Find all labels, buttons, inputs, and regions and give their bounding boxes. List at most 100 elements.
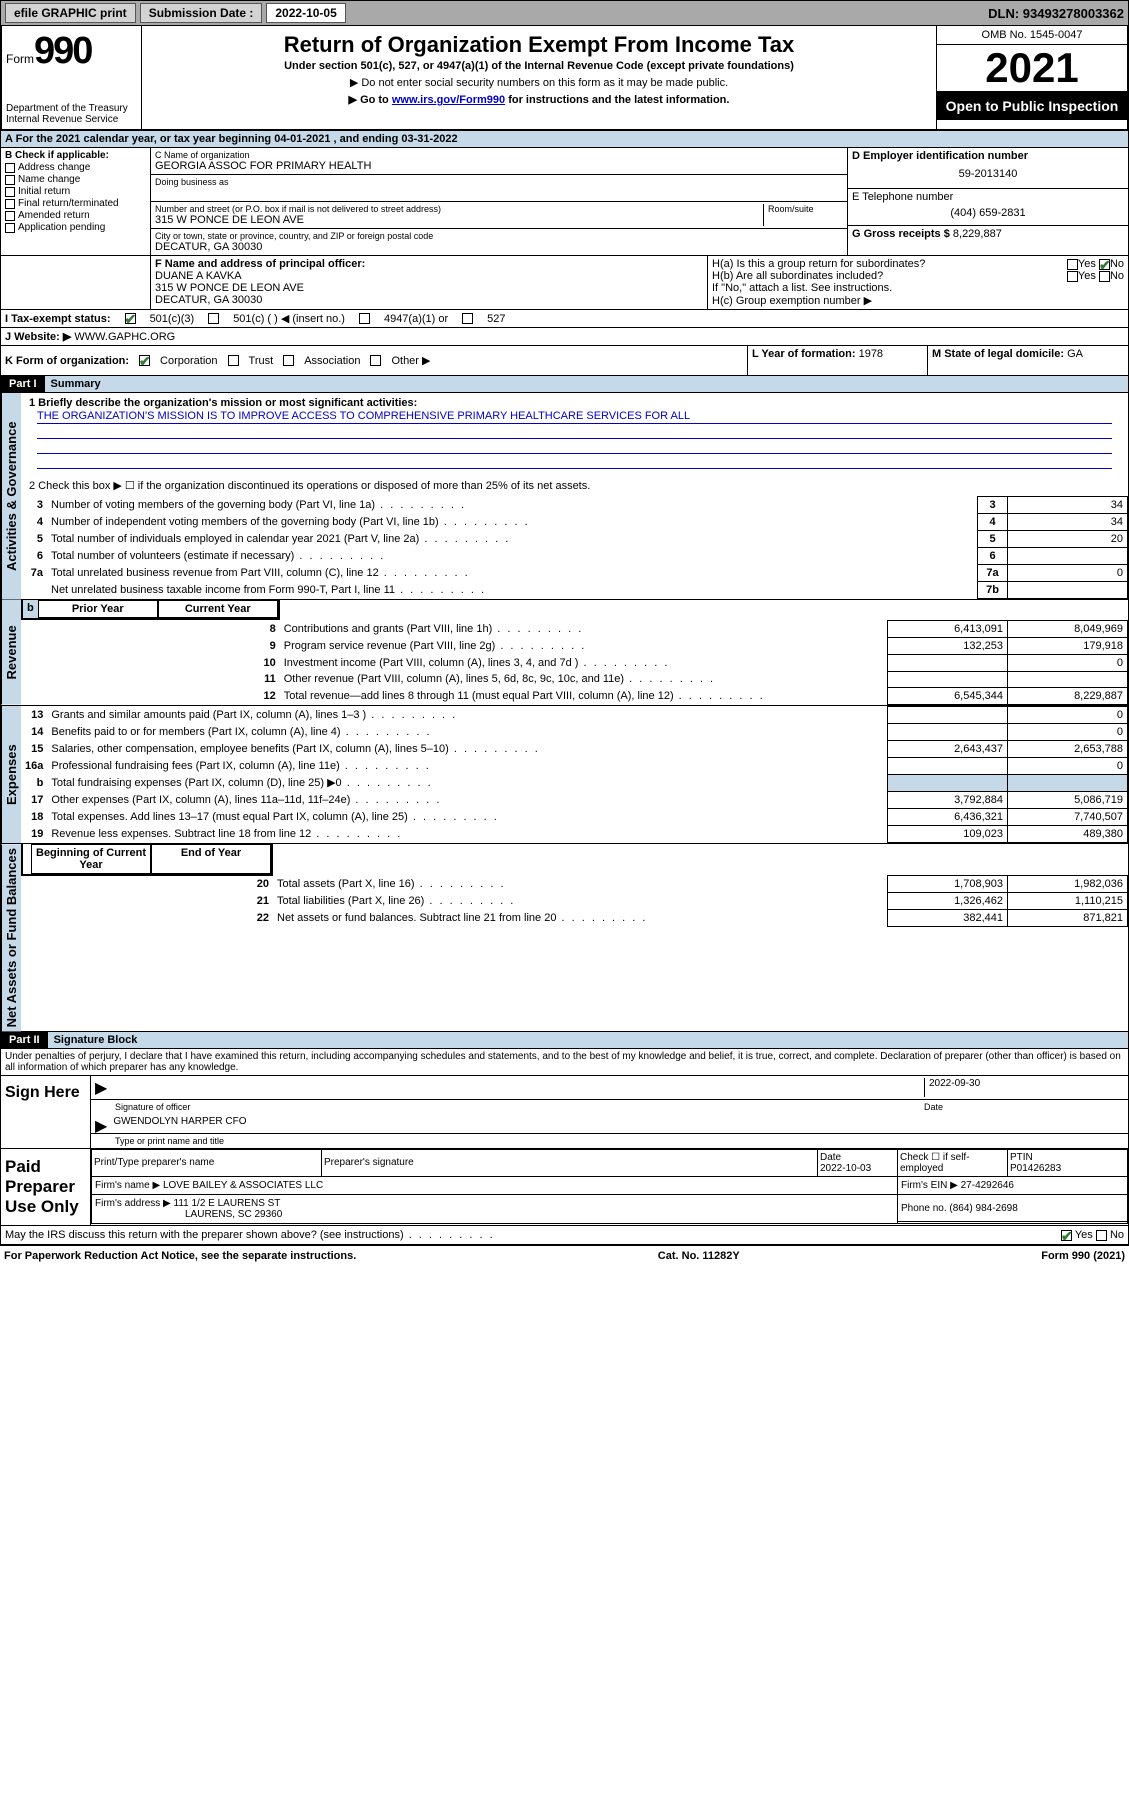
line-value: [1008, 582, 1128, 599]
chk-address-change[interactable]: [5, 163, 15, 173]
submission-date-label: Submission Date :: [140, 3, 263, 23]
line-num: 5: [21, 531, 47, 548]
mission-blank3: [37, 455, 1112, 469]
line-num: 11: [21, 671, 280, 687]
ein-value: 59-2013140: [852, 162, 1124, 186]
line-value: 34: [1008, 514, 1128, 531]
firm-phone-value: (864) 984-2698: [949, 1203, 1017, 1214]
hb-label: H(b) Are all subordinates included?: [712, 270, 883, 282]
sig-officer-label: Signature of officer: [115, 1102, 924, 1112]
line-value: [1008, 548, 1128, 565]
current-value: 489,380: [1008, 825, 1128, 842]
m-label: M State of legal domicile:: [932, 348, 1064, 360]
line-value: 34: [1008, 497, 1128, 514]
phone-label: E Telephone number: [852, 191, 1124, 203]
chk-assoc[interactable]: [283, 355, 294, 366]
part1-bar: Part I: [1, 376, 45, 392]
part1-header: Part I Summary: [0, 376, 1129, 393]
line-box: 4: [978, 514, 1008, 531]
f-label: F Name and address of principal officer:: [155, 258, 703, 270]
sig-arrow1-icon: ▶: [95, 1078, 107, 1097]
current-value: [1008, 774, 1128, 791]
ein-label: D Employer identification number: [852, 150, 1124, 162]
chk-501c[interactable]: [208, 313, 219, 324]
chk-trust[interactable]: [228, 355, 239, 366]
org-info-block: B Check if applicable: Address change Na…: [0, 148, 1129, 256]
governance-table: 3 Number of voting members of the govern…: [21, 496, 1128, 599]
hb-no-chk[interactable]: [1099, 271, 1110, 282]
discuss-yes-lbl: Yes: [1075, 1229, 1093, 1241]
line-num: 15: [21, 740, 47, 757]
paid-preparer-label: Paid Preparer Use Only: [1, 1149, 91, 1225]
side-activities: Activities & Governance: [1, 393, 21, 599]
chk-name-change[interactable]: [5, 175, 15, 185]
ha-yes-chk[interactable]: [1067, 259, 1078, 270]
c-name-label: C Name of organization: [155, 150, 843, 160]
expenses-table: 13 Grants and similar amounts paid (Part…: [21, 706, 1128, 843]
col-b-checkboxes: B Check if applicable: Address change Na…: [1, 148, 151, 255]
calendar-year-text: For the 2021 calendar year, or tax year …: [16, 133, 458, 145]
firm-addr-label: Firm's address ▶: [95, 1198, 171, 1209]
lbl-501c3: 501(c)(3): [150, 313, 195, 325]
hdr-print-name: Print/Type preparer's name: [92, 1149, 322, 1176]
line-num: 6: [21, 548, 47, 565]
line-text: Salaries, other compensation, employee b…: [47, 740, 887, 757]
line-num: 10: [21, 654, 280, 671]
line-num: 7a: [21, 565, 47, 582]
ha-no-chk[interactable]: [1099, 259, 1110, 270]
line-box: 7b: [978, 582, 1008, 599]
line-text: Investment income (Part VIII, column (A)…: [280, 654, 888, 671]
hb-no-lbl: No: [1110, 270, 1124, 282]
discuss-no-chk[interactable]: [1096, 1230, 1107, 1241]
k-label: K Form of organization:: [5, 355, 129, 367]
current-value: 1,982,036: [1008, 876, 1128, 893]
line-num: 9: [21, 637, 280, 654]
line-text: Total revenue—add lines 8 through 11 (mu…: [280, 687, 888, 704]
mission-text: THE ORGANIZATION'S MISSION IS TO IMPROVE…: [37, 410, 1112, 424]
subtitle-section: Under section 501(c), 527, or 4947(a)(1)…: [150, 60, 928, 72]
form-number: Form 990: [6, 30, 137, 73]
chk-4947[interactable]: [359, 313, 370, 324]
line-text: Professional fundraising fees (Part IX, …: [47, 757, 887, 774]
ha-no-lbl: No: [1110, 258, 1124, 270]
ha-yes-lbl: Yes: [1078, 258, 1096, 270]
discuss-yes-chk[interactable]: [1061, 1230, 1072, 1241]
chk-corp[interactable]: [139, 355, 150, 366]
firm-addr2: LAURENS, SC 29360: [185, 1209, 282, 1220]
prior-value: 1,326,462: [888, 893, 1008, 910]
prep-date-value: 2022-10-03: [820, 1163, 871, 1174]
discuss-no-lbl: No: [1110, 1229, 1124, 1241]
discuss-question: May the IRS discuss this return with the…: [5, 1229, 495, 1241]
lbl-501c: 501(c) ( ) ◀ (insert no.): [233, 312, 345, 325]
lbl-corp: Corporation: [160, 355, 217, 367]
omb-number: OMB No. 1545-0047: [937, 26, 1127, 45]
efile-print-button[interactable]: efile GRAPHIC print: [5, 3, 136, 23]
chk-final-return[interactable]: [5, 199, 15, 209]
lbl-4947: 4947(a)(1) or: [384, 313, 448, 325]
chk-app-pending[interactable]: [5, 223, 15, 233]
chk-501c3[interactable]: [125, 313, 136, 324]
street-label: Number and street (or P.O. box if mail i…: [155, 204, 763, 214]
lbl-trust: Trust: [249, 355, 274, 367]
chk-527[interactable]: [462, 313, 473, 324]
line-text: Contributions and grants (Part VIII, lin…: [280, 620, 888, 637]
chk-initial-return[interactable]: [5, 187, 15, 197]
hb-yes-chk[interactable]: [1067, 271, 1078, 282]
line-num: 21: [21, 893, 273, 910]
chk-amended[interactable]: [5, 211, 15, 221]
line-text: Total liabilities (Part X, line 26): [273, 893, 888, 910]
line-box: 6: [978, 548, 1008, 565]
prior-value: [888, 671, 1008, 687]
sig-arrow2-icon: ▶: [95, 1116, 107, 1131]
sig-date-label: Date: [924, 1102, 1124, 1112]
line-text: Number of voting members of the governin…: [47, 497, 978, 514]
lbl-address-change: Address change: [18, 162, 90, 173]
line-text: Total expenses. Add lines 13–17 (must eq…: [47, 808, 887, 825]
open-to-public: Open to Public Inspection: [937, 92, 1127, 120]
goto-suffix: for instructions and the latest informat…: [505, 94, 729, 106]
chk-other[interactable]: [370, 355, 381, 366]
line-num: 20: [21, 876, 273, 893]
gross-receipts-value: 8,229,887: [953, 228, 1002, 240]
irs-link[interactable]: www.irs.gov/Form990: [392, 94, 505, 106]
sign-here-label: Sign Here: [1, 1076, 91, 1148]
